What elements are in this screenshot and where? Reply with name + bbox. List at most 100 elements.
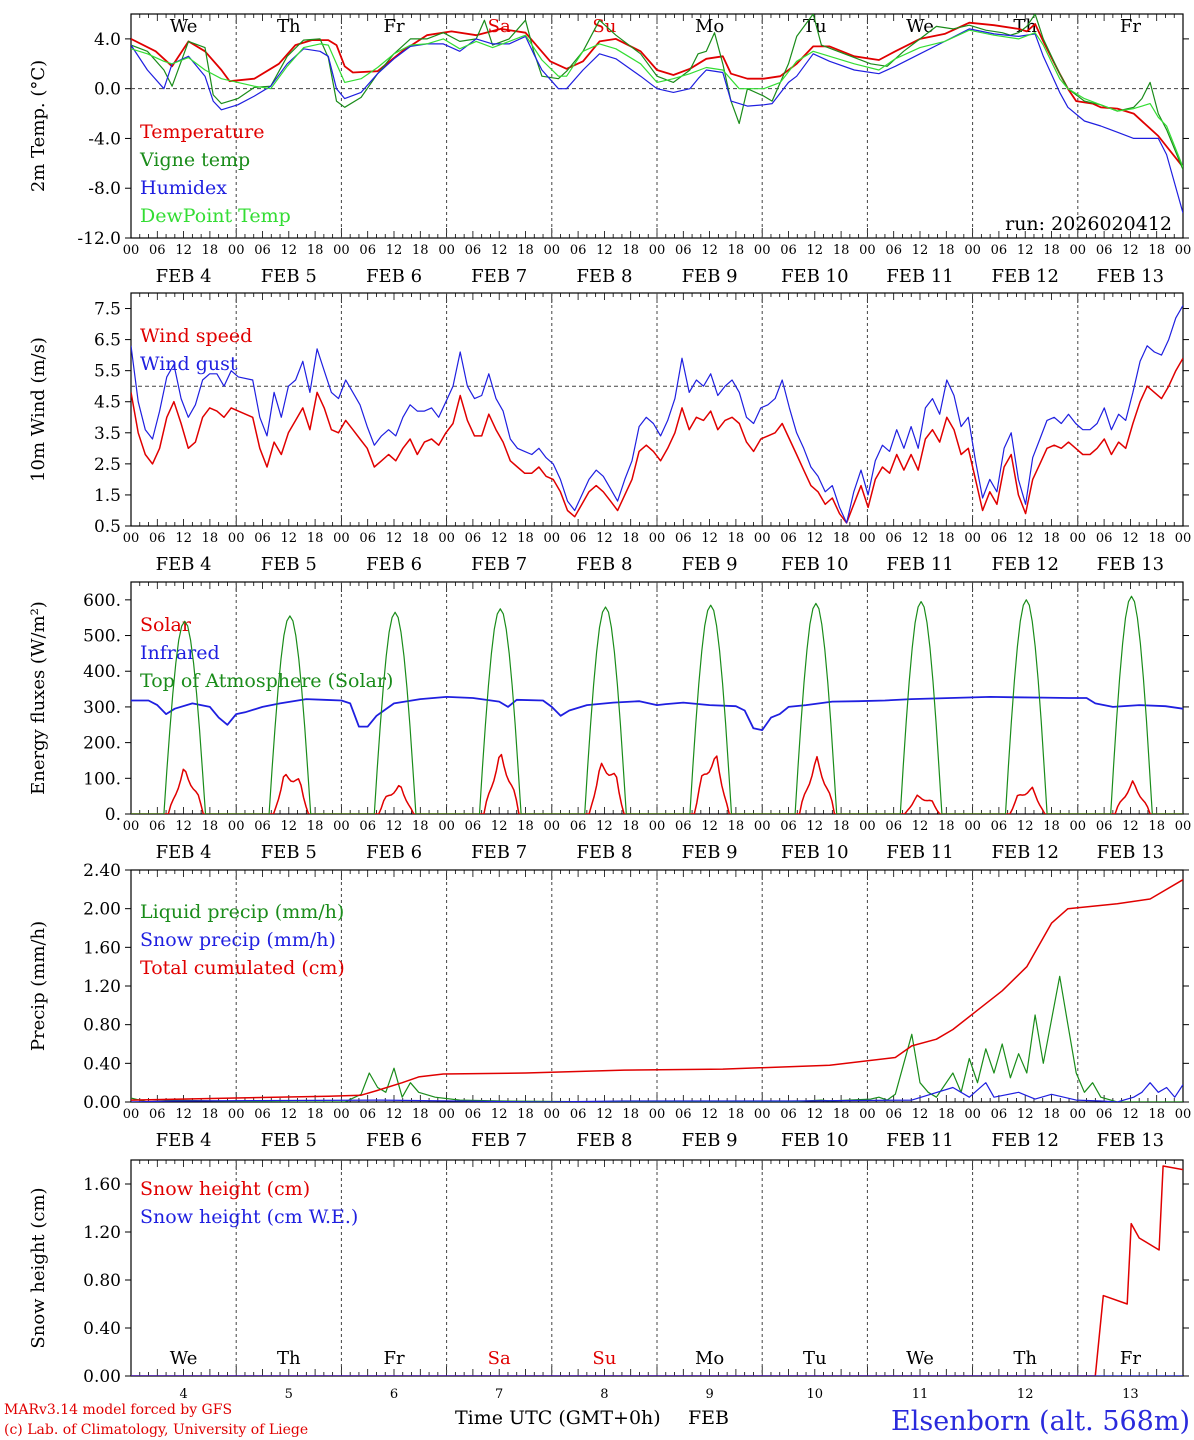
x-hour-label: 18 (517, 819, 534, 834)
x-hour-label: 12 (1017, 531, 1034, 546)
panel-wind: 7.5 6.5 5.5 4.5 3.5 2.5 1.5 0.5 10m Wind (m/s) 00… (28, 292, 1191, 575)
x-hour-label: 18 (1043, 243, 1060, 258)
x-hour-label: 12 (281, 1107, 298, 1122)
panel-energy: 600. 500. 400. 300. 200. 100. 0. Energy fluxes … (28, 581, 1192, 863)
x-hour-label: 06 (675, 1107, 692, 1122)
x-hour-label: 06 (570, 531, 587, 546)
day-of-week-label: Sa (488, 1348, 511, 1369)
y-tick-label: 0.40 (83, 1319, 121, 1339)
x-date-label: FEB 5 (261, 554, 317, 575)
x-hour-label: 00 (544, 819, 561, 834)
x-hour-label: 00 (1070, 819, 1087, 834)
x-hour-label: 06 (780, 1107, 797, 1122)
day-of-week-label: We (170, 1348, 198, 1369)
x-hour-label: 12 (596, 531, 613, 546)
x-day-number: 6 (390, 1387, 398, 1402)
x-hour-label: 00 (438, 819, 455, 834)
x-hour-label: 00 (1175, 819, 1192, 834)
y-axis-label: Snow height (cm) (28, 1187, 49, 1348)
x-date-label: FEB 13 (1097, 1130, 1164, 1151)
y-tick-label: 0.0 (94, 80, 121, 100)
x-hour-label: 00 (123, 819, 140, 834)
series-wind-gust (131, 305, 1183, 524)
x-hour-label: 06 (465, 243, 482, 258)
x-hour-label: 12 (491, 243, 508, 258)
x-hour-label: 00 (754, 1107, 771, 1122)
x-hour-label: 00 (964, 1107, 981, 1122)
x-hour-label: 18 (833, 531, 850, 546)
y-tick-label: 1.5 (94, 486, 121, 506)
x-hour-label: 18 (1148, 531, 1165, 546)
x-hour-label: 00 (228, 531, 245, 546)
series-snow-height-cm- (131, 1165, 1183, 1376)
x-day-number: 13 (1122, 1387, 1139, 1402)
x-hour-label: 06 (885, 531, 902, 546)
x-hour-label: 06 (465, 819, 482, 834)
x-hour-label: 00 (754, 243, 771, 258)
x-hour-label: 18 (307, 819, 324, 834)
legend-liquid-precip-mm-h-: Liquid precip (mm/h) (140, 901, 344, 923)
y-tick-label: 4.0 (94, 30, 121, 50)
x-hour-label: 18 (1148, 819, 1165, 834)
x-hour-label: 00 (123, 531, 140, 546)
x-hour-label: 00 (964, 531, 981, 546)
series-solar (131, 753, 1183, 814)
y-tick-label: 500. (83, 627, 121, 647)
x-date-label: FEB 11 (886, 1130, 953, 1151)
x-axis-title: Time UTC (GMT+0h) (455, 1407, 661, 1429)
series-temperature (131, 21, 1183, 168)
x-hour-label: 06 (254, 1107, 271, 1122)
x-hour-label: 00 (333, 531, 350, 546)
y-tick-label: 2.00 (83, 900, 121, 920)
x-hour-label: 18 (202, 243, 219, 258)
x-hour-label: 18 (1043, 531, 1060, 546)
series-snow-precip-mm-h- (131, 1082, 1183, 1102)
y-tick-label: 1.20 (83, 977, 121, 997)
x-date-label: FEB 4 (156, 266, 212, 287)
x-hour-label: 18 (938, 243, 955, 258)
x-hour-label: 12 (912, 819, 929, 834)
legend-total-cumulated-cm-: Total cumulated (cm) (140, 957, 345, 979)
legend-snow-height-cm-w-e-: Snow height (cm W.E.) (140, 1206, 358, 1228)
x-hour-label: 12 (807, 819, 824, 834)
x-hour-label: 18 (833, 243, 850, 258)
x-hour-label: 12 (175, 819, 192, 834)
x-hour-label: 18 (1043, 819, 1060, 834)
x-date-label: FEB 8 (576, 1130, 632, 1151)
x-hour-label: 12 (701, 819, 718, 834)
x-hour-label: 00 (859, 1107, 876, 1122)
x-date-label: FEB 5 (261, 842, 317, 863)
run-label: run: 2026020412 (1005, 213, 1172, 235)
series-wind-speed (131, 357, 1183, 524)
y-tick-label: 300. (83, 698, 121, 718)
y-axis-label: 2m Temp. (°C) (28, 60, 49, 192)
x-hour-label: 18 (728, 531, 745, 546)
x-hour-label: 06 (1096, 531, 1113, 546)
day-of-week-label: Fr (1120, 1348, 1141, 1369)
x-hour-label: 06 (359, 243, 376, 258)
x-hour-label: 12 (701, 243, 718, 258)
x-hour-label: 00 (754, 531, 771, 546)
y-tick-label: 2.40 (83, 861, 121, 881)
y-tick-label: 600. (83, 591, 121, 611)
x-hour-label: 06 (465, 531, 482, 546)
day-of-week-label: Fr (383, 16, 404, 37)
legend-solar: Solar (140, 614, 192, 636)
x-hour-label: 06 (570, 243, 587, 258)
y-axis-label: 10m Wind (m/s) (28, 337, 49, 482)
x-hour-label: 06 (991, 531, 1008, 546)
x-hour-label: 00 (228, 243, 245, 258)
x-hour-label: 06 (359, 531, 376, 546)
x-date-label: FEB 7 (471, 266, 527, 287)
x-hour-label: 12 (1122, 531, 1139, 546)
x-hour-label: 12 (386, 531, 403, 546)
panel-temp: 4.0 0.0 -4.0 -8.0 -12.0 2m Temp. (°C) 00 06 12 18… (28, 13, 1191, 287)
y-tick-label: 100. (83, 769, 121, 789)
x-hour-label: 18 (938, 1107, 955, 1122)
x-date-label: FEB 6 (366, 554, 422, 575)
x-hour-label: 06 (1096, 819, 1113, 834)
x-hour-label: 12 (701, 531, 718, 546)
x-hour-label: 06 (359, 1107, 376, 1122)
x-hour-label: 12 (912, 531, 929, 546)
y-tick-label: 0.5 (94, 517, 121, 537)
